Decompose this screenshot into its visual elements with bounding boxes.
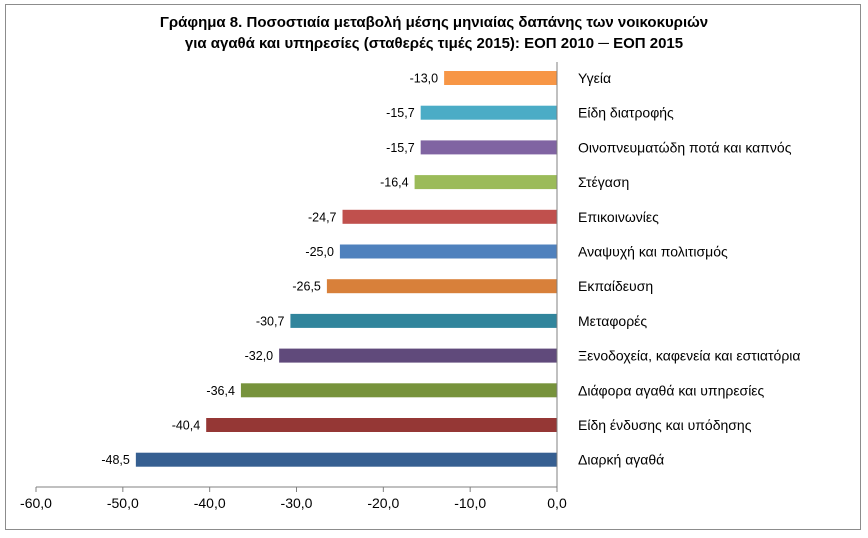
data-label: -26,5 — [292, 280, 321, 294]
data-label: -48,5 — [101, 453, 130, 467]
bar — [240, 383, 557, 398]
category-label: Αναψυχή και πολιτισμός — [578, 244, 728, 260]
category-label: Στέγαση — [578, 174, 629, 190]
data-label: -15,7 — [386, 106, 415, 120]
category-label: Εκπαίδευση — [578, 278, 653, 294]
chart-subtitle: για αγαθά και υπηρεσίες (σταθερές τιμές … — [185, 35, 683, 52]
category-label: Ξενοδοχεία, καφενεία και εστιατόρια — [578, 348, 801, 364]
x-axis: -60,0 -50,0 -40,0 -30,0 -20,0 -10,0 0,0 — [20, 62, 567, 511]
bars-layer: -13,0 Υγεία -15,7 Είδη διατροφής -15,7 Οινοπν… — [101, 70, 800, 468]
x-tick-label: 0,0 — [547, 495, 567, 511]
category-label: Διάφορα αγαθά και υπηρεσίες — [578, 382, 765, 398]
data-label: -30,7 — [256, 314, 285, 328]
category-label: Είδη ένδυσης και υπόδησης — [578, 417, 752, 433]
data-label: -36,4 — [206, 384, 235, 398]
bar — [326, 279, 557, 294]
x-tick-label: -30,0 — [281, 495, 313, 511]
category-label: Μεταφορές — [578, 313, 647, 329]
bar — [420, 140, 557, 155]
category-label: Οινοπνευματώδη ποτά και καπνός — [578, 139, 792, 155]
bar — [342, 209, 557, 224]
x-tick-label: -40,0 — [194, 495, 226, 511]
x-tick-label: -10,0 — [454, 495, 486, 511]
bar — [290, 313, 557, 328]
bar — [135, 452, 557, 467]
data-label: -32,0 — [245, 349, 274, 363]
x-tick-label: -60,0 — [20, 495, 52, 511]
bar — [206, 418, 557, 432]
data-label: -15,7 — [386, 141, 415, 155]
data-label: -13,0 — [410, 72, 439, 86]
x-tick-label: -50,0 — [107, 495, 139, 511]
category-label: Επικοινωνίες — [578, 209, 659, 225]
bar — [339, 244, 557, 259]
bar — [279, 348, 557, 363]
chart-frame — [5, 4, 861, 530]
data-label: -40,4 — [172, 419, 201, 433]
bar — [444, 71, 557, 85]
chart-title: Γράφημα 8. Ποσοστιαία μεταβολή μέσης μην… — [160, 14, 708, 31]
data-label: -25,0 — [305, 245, 334, 259]
category-label: Είδη διατροφής — [578, 105, 674, 121]
x-tick-label: -20,0 — [367, 495, 399, 511]
category-label: Υγεία — [578, 70, 611, 86]
category-label: Διαρκή αγαθά — [578, 452, 664, 468]
data-label: -24,7 — [308, 210, 337, 224]
bar — [414, 175, 557, 190]
data-label: -16,4 — [380, 176, 409, 190]
bar — [420, 105, 557, 120]
